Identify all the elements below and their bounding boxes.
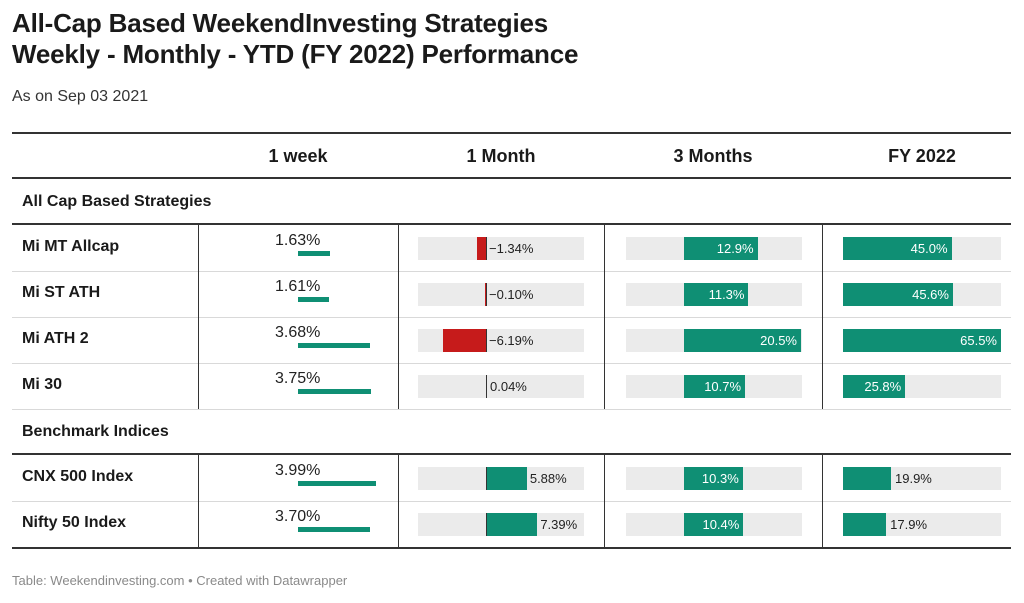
section-rule: [12, 453, 1011, 455]
month-value-label: −0.10%: [489, 286, 534, 302]
section-header: All Cap Based Strategies: [22, 193, 212, 210]
column-header-3-months: 3 Months: [673, 146, 753, 166]
m3-bar: [684, 466, 743, 490]
chart-title: All-Cap Based WeekendInvesting Strategie…: [12, 8, 578, 70]
m3-bar: [684, 512, 744, 536]
m3-value-label: 11.3%: [708, 286, 745, 302]
fy-bar: [843, 466, 891, 490]
row-divider: [12, 500, 1011, 502]
chart-subtitle: As on Sep 03 2021: [12, 88, 149, 105]
week-bar: [298, 343, 370, 348]
m3-value-label: 10.4%: [702, 516, 740, 532]
week-value-label: 1.63%: [275, 232, 321, 249]
week-bar: [298, 297, 330, 302]
fy-bar: [843, 236, 952, 260]
section-divider: [12, 409, 1011, 410]
week-bar: [298, 481, 376, 486]
month-bar: [485, 282, 486, 306]
row-label: Mi MT Allcap: [22, 238, 120, 255]
fy-value-label: 65.5%: [960, 332, 997, 348]
column-separator: [822, 225, 823, 409]
row-label: Mi ATH 2: [22, 330, 89, 347]
row-divider: [12, 270, 1011, 272]
table-top-rule: [12, 132, 1011, 134]
section-rule: [12, 223, 1011, 225]
row-divider: [12, 362, 1011, 364]
month-value-label: 5.88%: [529, 470, 567, 486]
fy-bar: [843, 328, 1001, 352]
fy-value-label: 25.8%: [864, 378, 902, 394]
month-bar: [486, 512, 538, 536]
column-separator: [822, 455, 823, 547]
chart-title-line2: Weekly - Monthly - YTD (FY 2022) Perform…: [12, 39, 579, 69]
month-bar-background: [418, 236, 584, 260]
month-bar-background: [418, 282, 584, 306]
m3-bar: [684, 236, 758, 260]
week-bar: [298, 527, 371, 532]
month-bar: [486, 466, 527, 490]
month-value-label: −6.19%: [489, 332, 534, 348]
fy-bar: [843, 282, 953, 306]
row-label: Mi 30: [22, 376, 63, 393]
week-value-label: 3.70%: [275, 508, 321, 525]
row-label: Mi ST ATH: [22, 284, 101, 301]
month-value-label: −1.34%: [489, 240, 534, 256]
column-separator: [398, 225, 399, 409]
row-label: CNX 500 Index: [22, 468, 134, 485]
month-value-label: 7.39%: [540, 516, 578, 532]
row-label: Nifty 50 Index: [22, 514, 127, 531]
month-zero-line: [486, 236, 487, 260]
m3-bar: [684, 374, 746, 398]
table-bottom-rule: [12, 547, 1011, 549]
m3-value-label: 10.3%: [701, 470, 739, 486]
month-value-label: 0.04%: [490, 378, 527, 394]
fy-value-label: 45.6%: [912, 286, 949, 302]
month-bar-background: [418, 374, 584, 398]
column-header-1-month: 1 Month: [466, 146, 536, 166]
m3-bar: [684, 328, 801, 352]
week-value-label: 3.68%: [275, 324, 321, 341]
column-separator: [604, 455, 605, 547]
fy-value-label: 17.9%: [890, 516, 928, 532]
column-separator: [198, 225, 199, 409]
month-bar: [443, 328, 486, 352]
m3-value-label: 12.9%: [716, 240, 754, 256]
fy-bar: [843, 512, 887, 536]
column-header-fy-2022: FY 2022: [888, 146, 956, 166]
chart-footer: Table: Weekendinvesting.com • Created wi…: [12, 573, 348, 588]
column-separator: [398, 455, 399, 547]
month-zero-line: [486, 374, 487, 398]
column-separator: [198, 455, 199, 547]
fy-value-label: 45.0%: [910, 240, 948, 256]
m3-value-label: 10.7%: [704, 378, 742, 394]
column-separator: [604, 225, 605, 409]
week-value-label: 1.61%: [275, 278, 321, 295]
fy-value-label: 19.9%: [895, 470, 932, 486]
month-bar: [476, 236, 486, 260]
week-value-label: 3.75%: [275, 370, 321, 387]
month-zero-line: [486, 466, 487, 490]
m3-bar: [684, 282, 749, 306]
row-divider: [12, 316, 1011, 318]
week-bar: [298, 389, 372, 394]
week-value-label: 3.99%: [275, 462, 321, 479]
month-zero-line: [486, 512, 487, 536]
chart-title-line1: All-Cap Based WeekendInvesting Strategie…: [12, 8, 549, 38]
m3-value-label: 20.5%: [760, 332, 797, 348]
month-zero-line: [486, 282, 487, 306]
fy-bar: [843, 374, 906, 398]
header-bottom-rule: [12, 177, 1011, 179]
week-bar: [298, 251, 330, 256]
month-zero-line: [486, 328, 487, 352]
section-header: Benchmark Indices: [22, 423, 169, 440]
column-header-1-week: 1 week: [268, 146, 328, 166]
